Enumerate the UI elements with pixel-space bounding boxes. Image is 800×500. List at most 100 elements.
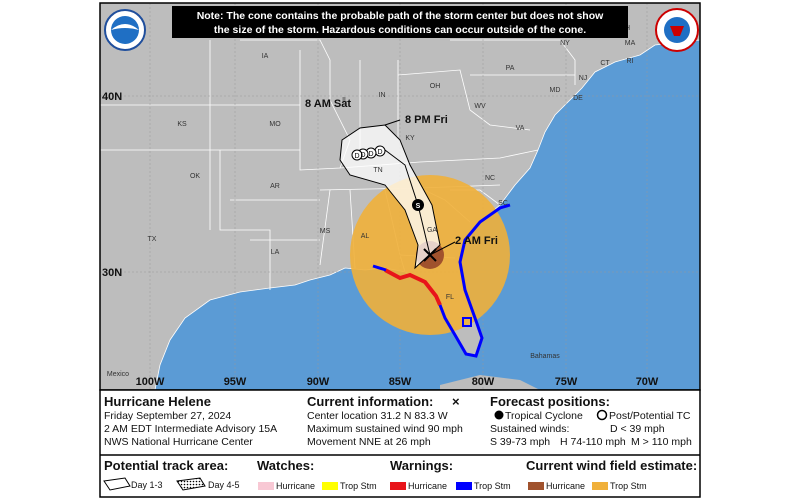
point-letter: D <box>360 152 365 159</box>
label: IA <box>262 53 269 60</box>
label: MD <box>550 87 561 94</box>
label: AL <box>361 233 370 240</box>
graticule <box>100 3 700 390</box>
label: WV <box>474 103 486 110</box>
label: NWS National Hurricane Center <box>104 436 253 448</box>
lake-okeechobee-warning <box>462 317 472 327</box>
point-letter: D <box>377 149 382 156</box>
shape <box>111 24 139 30</box>
shape <box>319 189 331 266</box>
label: D < 39 mph <box>610 423 665 435</box>
shape <box>219 150 271 290</box>
shape <box>494 410 504 420</box>
label: MA <box>625 40 636 47</box>
label: × <box>452 394 460 409</box>
label: TN <box>373 167 382 174</box>
label: Friday September 27, 2024 <box>104 410 231 422</box>
label: GA <box>427 227 437 234</box>
label: Center location 31.2 N 83.3 W <box>307 410 448 422</box>
label: Sustained winds: <box>490 423 569 435</box>
label: 75W <box>555 376 578 388</box>
cuba <box>440 375 540 390</box>
label: MO <box>269 121 281 128</box>
label: Hurricane Helene <box>104 394 211 409</box>
label: Maximum sustained wind 90 mph <box>307 423 463 435</box>
point-letter: S <box>416 203 421 210</box>
shape <box>397 69 531 131</box>
label: Current wind field estimate: <box>526 458 697 473</box>
label: OK <box>190 173 200 180</box>
legend: Potential track area: Day 1-3 Day 4-5 Wa… <box>103 458 697 491</box>
label-leader <box>429 241 456 256</box>
latitude-label: 30N <box>102 267 122 279</box>
label: Movement NNE at 26 mph <box>307 436 431 448</box>
label: SC <box>498 200 508 207</box>
shape <box>670 26 684 36</box>
label: DE <box>573 95 583 102</box>
forecast-label: 2 AM Fri <box>455 235 498 247</box>
label: Potential track area: <box>104 458 228 473</box>
label: Trop Stm <box>610 481 647 491</box>
label: Hurricane <box>408 481 447 491</box>
forecast-label: 8 AM Sat <box>305 98 351 110</box>
label: Day 1-3 <box>131 480 163 490</box>
label: Trop Stm <box>340 481 377 491</box>
shape <box>111 16 139 44</box>
shape <box>322 482 338 490</box>
label: Day 4-5 <box>208 480 240 490</box>
trop-storm-warning <box>372 203 511 358</box>
label: Warnings: <box>390 458 453 473</box>
post-tc-points: D D D D <box>351 145 386 161</box>
label: H 74-110 mph <box>560 436 626 448</box>
map: S D D D D IA IL IN OH PA NY VT NH MA CT … <box>100 3 700 390</box>
shape <box>596 409 608 421</box>
point-letter: D <box>354 153 359 160</box>
shape <box>103 477 131 491</box>
latitude-label: 40N <box>102 91 122 103</box>
label: IN <box>379 92 386 99</box>
label: NJ <box>579 75 588 82</box>
note: the size of the storm. Hazardous conditi… <box>214 24 586 36</box>
label: Forecast positions: <box>490 394 610 409</box>
label: RI <box>627 58 634 65</box>
label: Post/Potential TC <box>609 410 691 422</box>
shape <box>456 482 472 490</box>
cone-day-1-3 <box>339 124 441 270</box>
label: 70W <box>636 376 659 388</box>
label: 95W <box>224 376 247 388</box>
label: VA <box>516 125 525 132</box>
longitude-labels: 100W 95W 90W 85W 80W 75W 70W <box>136 376 659 388</box>
label: Mexico <box>107 371 129 378</box>
label: FL <box>446 294 454 301</box>
label: Tropical Cyclone <box>505 410 583 422</box>
label: CT <box>600 60 610 67</box>
shape <box>592 482 608 490</box>
forecast-point <box>412 199 424 211</box>
forecast-info: Forecast positions: Tropical Cyclone Pos… <box>490 394 692 448</box>
label: LA <box>271 249 280 256</box>
shape <box>528 482 544 490</box>
label: Watches: <box>257 458 314 473</box>
shape <box>351 149 363 161</box>
label: 90W <box>307 376 330 388</box>
note-box <box>172 6 628 38</box>
label: M > 110 mph <box>631 436 692 448</box>
label: Hurricane <box>546 481 585 491</box>
label: 80W <box>472 376 495 388</box>
label: 85W <box>389 376 412 388</box>
nws-logo <box>655 8 699 52</box>
label: 2 AM EDT Intermediate Advisory 15A <box>104 423 277 435</box>
label: OH <box>430 83 441 90</box>
label-leader <box>384 119 401 126</box>
label: KY <box>405 135 415 142</box>
label: 100W <box>136 376 165 388</box>
label: Hurricane <box>276 481 315 491</box>
label: Bahamas <box>530 353 560 360</box>
label: Trop Stm <box>474 481 511 491</box>
note: Note: The cone contains the probable pat… <box>197 10 604 22</box>
shape <box>390 482 406 490</box>
label: IL <box>342 97 348 104</box>
label: MS <box>320 228 331 235</box>
label: Current information: <box>307 394 433 409</box>
